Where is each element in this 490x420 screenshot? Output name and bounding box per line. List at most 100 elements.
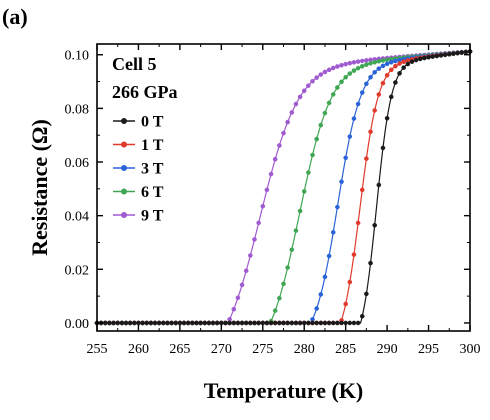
data-point [455, 50, 460, 56]
data-point [289, 110, 295, 115]
data-point [227, 320, 232, 326]
data-point [231, 320, 237, 326]
x-tick-label: 290 [377, 342, 398, 357]
data-point [235, 295, 241, 301]
data-point [190, 320, 195, 326]
data-point [214, 320, 220, 326]
x-tick-label: 265 [169, 342, 190, 357]
data-point [463, 49, 469, 55]
data-point [223, 320, 228, 326]
data-point [285, 265, 290, 270]
data-point [136, 320, 141, 326]
data-point [380, 63, 386, 69]
data-point [446, 51, 452, 57]
data-point [277, 143, 282, 148]
data-point [339, 79, 344, 85]
data-point [459, 50, 465, 55]
legend-marker [121, 188, 127, 195]
data-point [231, 306, 237, 312]
data-point [272, 320, 278, 326]
data-point [318, 72, 324, 77]
data-point [281, 320, 286, 326]
data-point [359, 63, 365, 69]
data-point [409, 59, 415, 64]
x-tick-label: 255 [87, 342, 108, 357]
data-point [148, 320, 154, 326]
y-tick-label: 0.06 [65, 156, 90, 171]
data-point [297, 94, 303, 100]
data-point [301, 189, 307, 194]
data-point [339, 62, 344, 68]
legend-label: 6 T [141, 184, 164, 201]
data-point [397, 71, 402, 76]
data-point [318, 122, 324, 128]
data-point [297, 208, 303, 214]
data-point [438, 53, 444, 58]
data-point [364, 58, 369, 63]
data-point [434, 53, 440, 59]
data-point [285, 320, 290, 326]
y-tick-label: 0.00 [65, 317, 90, 332]
data-point [243, 268, 249, 274]
y-tick-label: 0.04 [65, 210, 90, 225]
data-point [397, 61, 402, 66]
data-point [339, 179, 344, 185]
data-point [401, 59, 406, 65]
data-point [380, 58, 386, 63]
data-point [330, 65, 336, 71]
data-point [285, 119, 290, 125]
data-point [144, 320, 150, 326]
data-point [355, 101, 361, 107]
x-tick-label: 300 [460, 342, 481, 357]
data-point [264, 320, 270, 326]
data-point [165, 320, 170, 326]
data-point [322, 69, 328, 75]
data-point [194, 320, 199, 326]
x-tick-label: 280 [294, 342, 315, 357]
data-point [272, 308, 278, 313]
data-point [343, 155, 348, 161]
data-point [430, 54, 436, 59]
legend-label: 3 T [141, 161, 164, 178]
data-point [260, 203, 266, 209]
data-point [140, 320, 145, 326]
data-point [206, 320, 212, 326]
data-point [372, 69, 377, 75]
data-point [297, 320, 303, 326]
data-point [314, 320, 319, 326]
data-point [364, 156, 369, 161]
y-tick-label: 0.10 [65, 49, 90, 64]
data-point [277, 295, 282, 301]
data-point [322, 274, 328, 280]
data-point [335, 85, 340, 90]
data-point [384, 61, 390, 67]
data-point [289, 247, 295, 252]
data-point [202, 320, 208, 326]
legend-marker [121, 118, 127, 124]
data-point [326, 253, 332, 259]
data-point [422, 55, 427, 61]
x-tick-label: 270 [211, 342, 232, 357]
data-point [393, 63, 398, 69]
data-point [359, 58, 365, 64]
data-point [364, 291, 369, 297]
data-point [318, 292, 324, 297]
data-point [405, 61, 411, 67]
data-point [256, 220, 261, 226]
data-point [301, 320, 307, 326]
data-point [107, 320, 112, 326]
data-point [384, 72, 390, 78]
data-point [330, 320, 336, 326]
data-point [169, 320, 174, 326]
data-point [339, 320, 344, 326]
data-point [252, 320, 257, 326]
data-point [347, 60, 353, 66]
data-point [376, 182, 382, 188]
data-point [152, 320, 158, 326]
data-point [111, 320, 116, 326]
data-point [401, 65, 406, 70]
data-point [335, 204, 340, 210]
data-point [260, 320, 266, 326]
y-tick-label: 0.02 [65, 263, 90, 278]
